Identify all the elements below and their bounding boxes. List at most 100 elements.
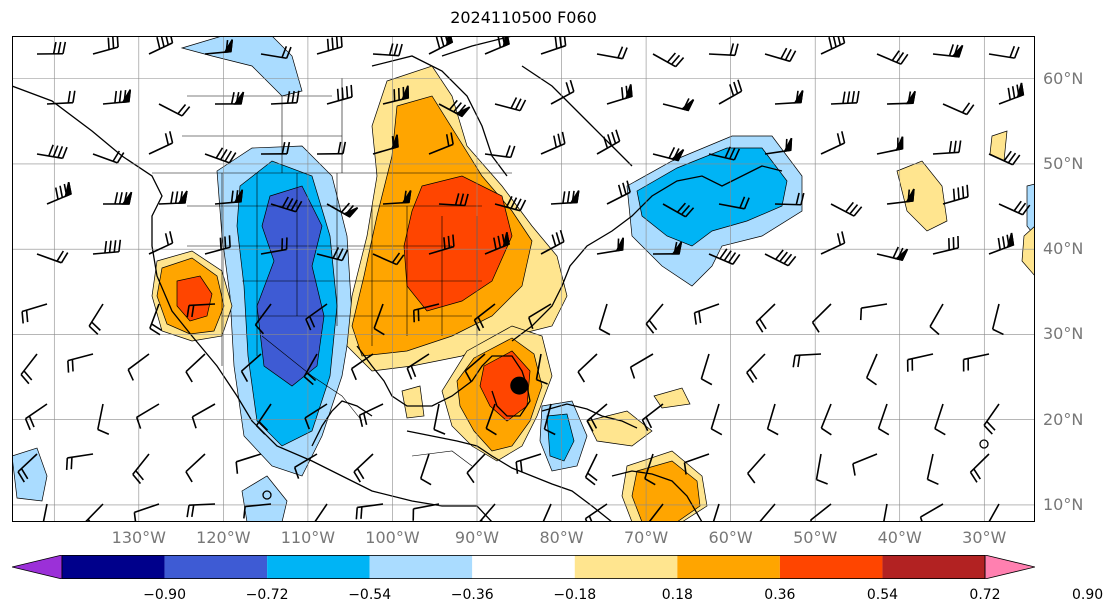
wind-barb [132, 453, 150, 485]
graticule [12, 36, 1035, 522]
latitude-label: 40°N [1043, 239, 1084, 259]
wind-barb [988, 45, 1020, 59]
longitude-label: 70°W [623, 528, 669, 547]
longitude-label: 90°W [454, 528, 500, 547]
wind-barb [820, 403, 832, 436]
wind-barb [84, 503, 104, 522]
wind-barb [102, 89, 132, 105]
wind-barb [65, 453, 94, 470]
longitude-label: 80°W [539, 528, 584, 547]
latitude-label: 30°N [1043, 324, 1084, 344]
wind-barb [438, 193, 469, 207]
wind-barb [191, 403, 216, 429]
wind-barb [158, 190, 188, 205]
wind-barb [991, 303, 1004, 336]
wind-barb [662, 202, 695, 218]
wind-barb [764, 137, 793, 155]
wind-barb [876, 246, 909, 261]
colorbar-tick-label: −0.90 [143, 587, 186, 603]
wind-barb [542, 503, 552, 522]
wind-barb [830, 201, 863, 217]
wind-barb [42, 503, 48, 522]
wind-barb [358, 403, 384, 428]
wind-barb [185, 453, 206, 483]
wind-barb [92, 36, 119, 55]
wind-barb [484, 36, 510, 55]
wind-barb [186, 503, 216, 518]
wind-barb [303, 353, 318, 386]
small-circle-marker [262, 490, 272, 500]
wind-barb [652, 241, 683, 255]
wind-barb [606, 84, 633, 105]
wind-barb [535, 353, 548, 385]
wind-barb [260, 46, 292, 60]
wind-barb [133, 503, 160, 522]
wind-barb [433, 403, 446, 435]
wind-barb [88, 303, 104, 335]
wind-barb [373, 303, 385, 336]
wind-barb [746, 353, 766, 383]
wind-barb [598, 303, 611, 336]
wind-barb [438, 99, 471, 118]
wind-barb [652, 52, 685, 68]
wind-barb [149, 303, 163, 336]
colorbar-tick-label: 0.36 [764, 587, 796, 603]
longitude-label: 30°W [962, 528, 1007, 547]
wind-barb [372, 43, 403, 57]
wind-barb [747, 453, 766, 484]
wind-barb [718, 196, 750, 210]
wind-barb [586, 403, 608, 432]
wind-barb [270, 196, 303, 213]
wind-barb [942, 102, 975, 116]
wind-barb [886, 90, 916, 105]
wind-barb [932, 140, 962, 155]
wind-barb [293, 453, 318, 479]
wind-barb [92, 239, 122, 255]
latitude-label: 10°N [1043, 494, 1084, 514]
wind-barb [718, 79, 743, 105]
wind-barb [886, 188, 915, 205]
wind-barb [158, 103, 191, 117]
wind-barb [92, 150, 125, 164]
wind-barb [932, 235, 960, 255]
wind-barb [683, 453, 710, 475]
wind-barb [464, 353, 486, 382]
wind-barb [46, 90, 76, 105]
wind-barb [204, 39, 234, 55]
wind-barb [350, 353, 374, 381]
wind-barb [270, 90, 300, 105]
wind-barb [708, 43, 739, 57]
wind-barb [235, 453, 262, 474]
wind-barb [485, 403, 497, 436]
wind-barb [929, 303, 944, 336]
wind-barb [540, 131, 566, 155]
wind-barb [641, 403, 664, 432]
wind-barb [998, 200, 1031, 216]
colorbar-segment [62, 555, 165, 579]
wind-barb [372, 134, 399, 155]
wind-barb [36, 144, 68, 160]
wind-barb [260, 141, 291, 155]
wind-barb [97, 403, 110, 435]
map-frame [12, 36, 1035, 522]
wind-barb [214, 189, 244, 205]
wind-barb [326, 202, 359, 218]
wind-barb [540, 36, 567, 55]
wind-barb [811, 303, 832, 333]
wind-barb [877, 403, 890, 436]
wind-barb [942, 184, 969, 205]
map-title: 2024110500 F060 [450, 8, 597, 27]
wind-barb [764, 249, 797, 267]
wind-barb [820, 131, 846, 155]
storm-center-marker [510, 376, 529, 395]
longitude-label: 120°W [196, 528, 251, 547]
wind-barb [67, 353, 94, 373]
wind-barb [550, 190, 580, 205]
colorbar-segment [882, 555, 985, 579]
wind-barb [326, 84, 353, 105]
wind-barb [766, 403, 779, 436]
wind-barb [865, 353, 878, 386]
wind-barb [240, 353, 262, 383]
latitude-label: 60°N [1043, 68, 1084, 88]
wind-barb [412, 303, 440, 323]
